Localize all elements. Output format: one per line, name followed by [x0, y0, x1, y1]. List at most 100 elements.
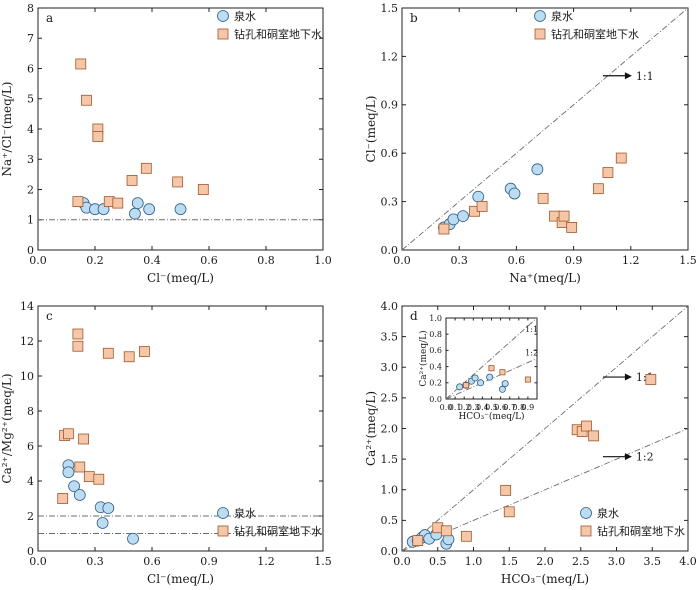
- panel-letter: b: [410, 11, 418, 25]
- y-tick-label: 5: [27, 93, 34, 106]
- data-point-well: [112, 197, 124, 209]
- data-point-spring: [131, 197, 144, 210]
- y-tick-label: 0.9: [381, 99, 399, 112]
- ratio-label: 1:2: [636, 451, 654, 464]
- data-point-well: [460, 530, 472, 542]
- panel-a: 0.0 0.2 0.4 0.6 0.8 1.0 0 1 2 3 4 5 6 7 8 Cl⁻(meq/L) Na⁺…: [0, 2, 332, 285]
- panel-letter: c: [46, 309, 53, 323]
- x-tick-label: 4.0: [679, 555, 697, 568]
- x-tick-label: 0.1: [449, 403, 462, 412]
- data-point-spring: [62, 466, 75, 479]
- data-point-well: [92, 131, 104, 142]
- plot-frame: [37, 305, 324, 552]
- x-tick-label: 2.0: [536, 555, 554, 568]
- data-point-spring: [96, 517, 109, 529]
- y-axis-label: Na⁺/Cl⁻(meq/L): [0, 82, 14, 177]
- x-tick-label: 1.5: [314, 555, 332, 568]
- x-tick-label: 0.8: [257, 254, 275, 267]
- data-point-well: [75, 58, 87, 70]
- data-point-well: [57, 493, 69, 504]
- data-point-spring: [486, 373, 494, 381]
- y-tick-label: 4.0: [381, 300, 399, 313]
- data-point-well: [615, 152, 627, 164]
- y-tick-label: 2.5: [381, 392, 399, 405]
- x-axis-label: Na⁺(meq/L): [509, 271, 581, 285]
- y-tick-label: 0: [27, 545, 34, 558]
- ratio-label: 1:1: [525, 325, 538, 334]
- data-point-spring: [471, 374, 479, 382]
- data-point-well: [72, 340, 84, 352]
- reference-line: [402, 428, 688, 551]
- x-tick-label: 0.5: [429, 555, 447, 568]
- y-tick-label: 6: [27, 62, 34, 75]
- data-point-well: [93, 473, 105, 485]
- data-point-spring: [477, 379, 485, 387]
- x-axis-label: HCO₃⁻(meq/L): [501, 572, 589, 586]
- x-tick-label: 0.8: [512, 403, 525, 412]
- y-tick-label: 2: [27, 510, 34, 523]
- y-tick-label: 10: [20, 370, 34, 383]
- data-point-well: [588, 430, 600, 442]
- data-point-well: [140, 162, 152, 174]
- y-tick-label: 6: [27, 440, 34, 453]
- data-point-well: [126, 175, 138, 186]
- data-point-well: [537, 192, 549, 204]
- x-tick-label: 1.5: [501, 555, 519, 568]
- y-tick-label: 7: [27, 32, 34, 45]
- data-point-well: [74, 461, 86, 473]
- y-tick-label: 0.0: [429, 395, 442, 404]
- x-tick-label: 0.3: [86, 555, 104, 568]
- x-tick-label: 0.4: [143, 254, 161, 267]
- data-point-well: [197, 184, 209, 195]
- y-tick-label: 12: [20, 335, 34, 348]
- data-point-spring: [498, 385, 506, 393]
- data-point-well: [440, 525, 452, 537]
- y-tick-label: 8: [27, 405, 34, 418]
- data-point-well: [500, 484, 512, 496]
- y-tick-label: 4: [27, 123, 34, 136]
- y-tick-label: 3: [27, 153, 34, 166]
- legend-marker-spring: [534, 10, 546, 22]
- y-axis-label: Ca²⁺/Mg²⁺(meq/L): [0, 373, 14, 483]
- x-tick-label: 0.3: [467, 403, 480, 412]
- data-point-well: [102, 347, 114, 359]
- x-tick-label: 0.0: [393, 254, 411, 267]
- data-point-well: [72, 196, 84, 208]
- x-tick-label: 0.6: [508, 254, 526, 267]
- data-point-spring: [73, 489, 86, 501]
- y-tick-label: 0: [27, 244, 34, 257]
- ratio-arrow-head: [624, 453, 632, 461]
- reference-line: [402, 306, 688, 551]
- data-point-well: [412, 535, 424, 546]
- data-point-well: [581, 420, 592, 432]
- data-point-well: [63, 428, 74, 440]
- data-point-well: [602, 167, 614, 178]
- y-tick-label: 0.3: [381, 195, 399, 208]
- data-point-spring: [68, 480, 80, 493]
- legend-marker-spring: [580, 507, 592, 519]
- data-point-spring: [174, 203, 187, 216]
- x-tick-label: 3.0: [608, 555, 626, 568]
- y-tick-label: 3.0: [381, 361, 399, 374]
- x-axis-label: HCO₃⁻(meq/L): [458, 411, 524, 422]
- data-point-well: [524, 376, 531, 383]
- reference-line: [446, 318, 537, 399]
- x-tick-label: 0.9: [565, 254, 583, 267]
- x-axis-label: Cl⁻(meq/L): [147, 572, 214, 586]
- x-tick-label: 1.0: [465, 555, 483, 568]
- data-point-well: [499, 369, 506, 376]
- data-point-spring: [127, 532, 139, 545]
- y-tick-label: 1: [27, 214, 34, 227]
- y-tick-label: 1.5: [381, 453, 399, 466]
- data-point-well: [566, 222, 578, 233]
- data-point-well: [463, 382, 470, 389]
- x-tick-label: 0.9: [200, 555, 218, 568]
- data-point-well: [83, 471, 95, 483]
- plot-frame: [401, 7, 689, 251]
- y-tick-label: 1.5: [381, 2, 399, 15]
- x-tick-label: 0.9: [522, 403, 535, 412]
- data-point-spring: [143, 203, 156, 216]
- data-point-well: [138, 346, 150, 357]
- panel-d-inset: 0.00.10.20.30.40.50.60.70.80.90.00.20.40…: [418, 314, 538, 422]
